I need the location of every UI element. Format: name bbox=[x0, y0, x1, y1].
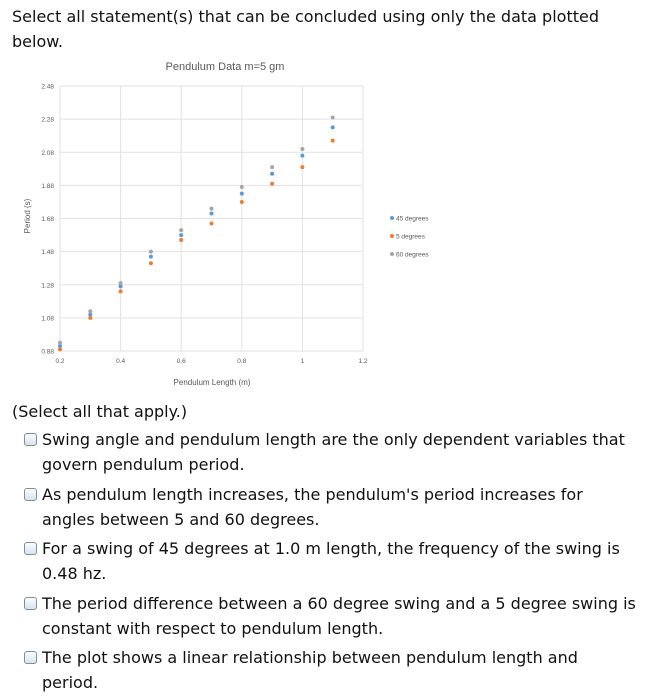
option-5-label: The plot shows a linear relationship bet… bbox=[42, 648, 578, 692]
data-point bbox=[330, 138, 335, 143]
data-point bbox=[300, 165, 305, 170]
data-point bbox=[239, 191, 244, 196]
data-point bbox=[88, 312, 93, 317]
option-3[interactable]: For a swing of 45 degrees at 1.0 m lengt… bbox=[24, 536, 639, 586]
chart-gridlines bbox=[59, 85, 364, 352]
data-point bbox=[300, 146, 305, 151]
option-2-label: As pendulum length increases, the pendul… bbox=[42, 485, 583, 529]
question-prompt: Select all statement(s) that can be conc… bbox=[12, 7, 599, 51]
y-tick-label: 1.68 bbox=[41, 216, 54, 223]
data-point bbox=[88, 309, 93, 314]
data-point bbox=[239, 185, 244, 190]
data-point bbox=[148, 261, 153, 266]
data-point bbox=[148, 254, 153, 259]
select-all-note: (Select all that apply.) bbox=[12, 402, 188, 421]
y-tick-label: 2.28 bbox=[41, 117, 54, 124]
option-4[interactable]: The period difference between a 60 degre… bbox=[24, 591, 639, 641]
legend-marker bbox=[390, 216, 394, 220]
y-tick-label: 1.48 bbox=[41, 249, 54, 256]
data-point bbox=[58, 340, 62, 345]
data-point bbox=[330, 115, 335, 120]
data-point bbox=[209, 221, 214, 226]
x-tick-label: 1.2 bbox=[358, 358, 367, 365]
data-point bbox=[118, 281, 123, 286]
data-point bbox=[179, 238, 184, 243]
option-3-checkbox[interactable] bbox=[24, 542, 37, 555]
data-point bbox=[118, 289, 123, 294]
y-tick-label: 0.88 bbox=[41, 349, 54, 356]
data-point bbox=[270, 165, 275, 170]
legend-marker bbox=[390, 252, 394, 256]
data-point bbox=[118, 284, 123, 289]
option-5-checkbox[interactable] bbox=[24, 651, 37, 664]
x-tick-label: 0.4 bbox=[116, 358, 125, 365]
data-point bbox=[179, 233, 184, 238]
option-4-label: The period difference between a 60 degre… bbox=[42, 594, 636, 638]
y-tick-label: 1.08 bbox=[41, 315, 54, 322]
y-tick-label: 1.88 bbox=[41, 183, 54, 190]
x-tick-label: 0.8 bbox=[237, 358, 246, 365]
data-point bbox=[300, 153, 305, 158]
data-point bbox=[58, 344, 62, 349]
x-tick-labels: 0.2 0.4 0.6 0.8 1 1.2 bbox=[55, 358, 367, 365]
option-2-checkbox[interactable] bbox=[24, 488, 37, 501]
option-3-label: For a swing of 45 degrees at 1.0 m lengt… bbox=[42, 539, 620, 583]
x-tick-label: 0.2 bbox=[55, 358, 64, 365]
data-point bbox=[330, 125, 335, 130]
y-tick-label: 2.48 bbox=[41, 84, 54, 91]
pendulum-chart: Pendulum Data m=5 gm 0.88 1.08 1.28 1.48 1.6… bbox=[23, 61, 429, 387]
y-axis-label: Period (s) bbox=[23, 198, 32, 233]
legend-label: 60 degrees bbox=[396, 252, 429, 259]
y-tick-label: 2.08 bbox=[41, 150, 54, 157]
chart-title: Pendulum Data m=5 gm bbox=[166, 61, 285, 73]
legend-label: 45 degrees bbox=[396, 216, 429, 223]
data-point bbox=[270, 171, 275, 176]
option-4-checkbox[interactable] bbox=[24, 597, 37, 610]
option-1[interactable]: Swing angle and pendulum length are the … bbox=[24, 427, 639, 477]
data-point bbox=[148, 249, 153, 254]
data-points bbox=[58, 115, 335, 352]
data-point bbox=[88, 315, 93, 320]
option-1-label: Swing angle and pendulum length are the … bbox=[42, 430, 625, 474]
x-axis-label: Pendulum Length (m) bbox=[174, 378, 251, 387]
option-5[interactable]: The plot shows a linear relationship bet… bbox=[24, 645, 639, 695]
option-1-checkbox[interactable] bbox=[24, 433, 37, 446]
data-point bbox=[209, 206, 214, 211]
y-tick-labels: 0.88 1.08 1.28 1.48 1.68 1.88 2.08 2.28 2.48 bbox=[41, 84, 54, 356]
x-tick-label: 1 bbox=[301, 358, 305, 365]
legend-marker bbox=[390, 234, 394, 238]
data-point bbox=[58, 347, 62, 352]
option-2[interactable]: As pendulum length increases, the pendul… bbox=[24, 482, 639, 532]
data-point bbox=[239, 199, 244, 204]
legend-label: 5 degrees bbox=[396, 234, 426, 241]
y-tick-label: 1.28 bbox=[41, 282, 54, 289]
data-point bbox=[209, 211, 214, 216]
data-point bbox=[179, 228, 184, 233]
chart-legend: 45 degrees 5 degrees 60 degrees bbox=[390, 216, 429, 259]
x-tick-label: 0.6 bbox=[177, 358, 186, 365]
data-point bbox=[270, 181, 275, 186]
